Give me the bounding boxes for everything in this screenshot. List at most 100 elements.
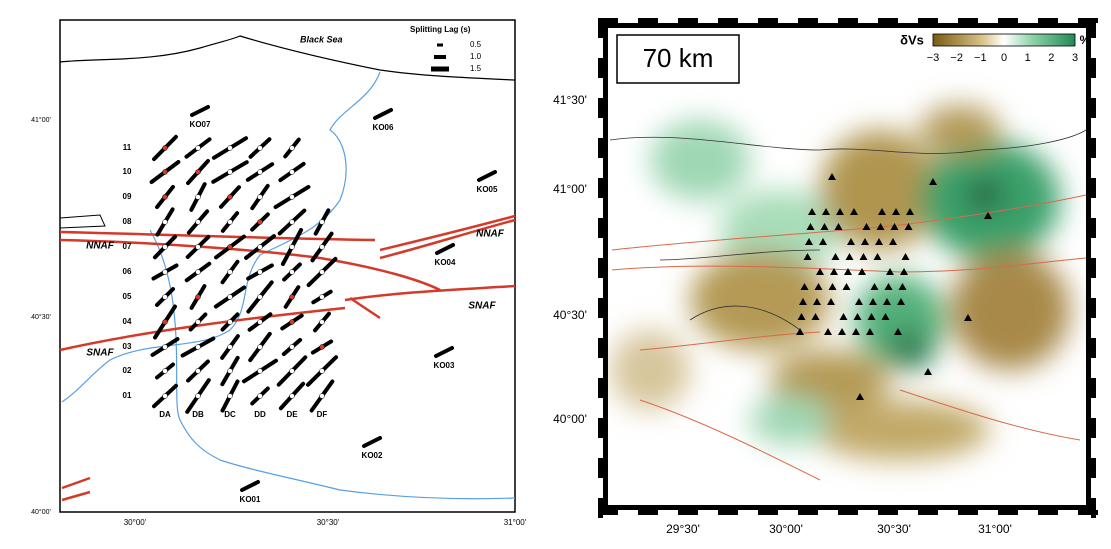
station-label: KO07 bbox=[190, 120, 211, 129]
frame-tick bbox=[598, 398, 603, 418]
split-dot bbox=[319, 269, 325, 275]
frame-tick bbox=[1091, 358, 1096, 378]
split-dot bbox=[289, 344, 295, 350]
frame-tick bbox=[858, 18, 878, 23]
split-dot bbox=[162, 145, 168, 151]
fault-label: SNAF bbox=[468, 301, 496, 312]
split-dot bbox=[227, 145, 233, 151]
row-label: 09 bbox=[123, 192, 132, 201]
fault-label: SNAF bbox=[86, 348, 114, 359]
frame-tick bbox=[838, 510, 858, 515]
column-label: DC bbox=[224, 410, 236, 419]
frame-tick bbox=[1091, 498, 1096, 518]
split-dot bbox=[257, 145, 263, 151]
frame-tick bbox=[1091, 318, 1096, 338]
frame-tick bbox=[1018, 18, 1038, 23]
split-dot bbox=[162, 393, 168, 399]
colorbar-tick: −3 bbox=[927, 52, 940, 64]
station bbox=[878, 208, 886, 215]
split-dot bbox=[289, 368, 295, 374]
frame-tick bbox=[1091, 338, 1096, 358]
split-bar bbox=[240, 480, 260, 492]
station bbox=[805, 238, 813, 245]
frame-tick bbox=[598, 438, 603, 458]
split-dot bbox=[227, 194, 233, 200]
station bbox=[797, 313, 806, 320]
station bbox=[824, 328, 832, 335]
split-dot bbox=[195, 269, 201, 275]
split-dot bbox=[289, 145, 295, 151]
station bbox=[831, 253, 840, 260]
lat-label: 40°30' bbox=[553, 308, 587, 322]
station-label: KO02 bbox=[362, 451, 383, 460]
split-dot bbox=[227, 244, 233, 250]
station bbox=[964, 314, 972, 321]
split-dot bbox=[319, 393, 325, 399]
split-dot bbox=[227, 344, 233, 350]
station bbox=[828, 173, 836, 180]
frame-tick bbox=[598, 158, 603, 178]
station-label: KO03 bbox=[434, 361, 455, 370]
split-dot bbox=[257, 344, 263, 350]
lat-label: 41°00' bbox=[553, 182, 587, 196]
frame-tick bbox=[978, 18, 998, 23]
station bbox=[984, 212, 992, 219]
lon-label: 30°00' bbox=[769, 522, 803, 536]
station bbox=[845, 253, 854, 260]
station bbox=[875, 238, 883, 245]
coastline bbox=[609, 129, 1086, 331]
station bbox=[894, 328, 902, 335]
row-label: 01 bbox=[123, 391, 132, 400]
frame-tick bbox=[598, 118, 603, 138]
frame-tick bbox=[598, 138, 603, 158]
station bbox=[900, 268, 908, 275]
sea-label: Black Sea bbox=[300, 34, 343, 44]
station bbox=[799, 298, 807, 305]
frame-tick bbox=[1058, 18, 1078, 23]
row-label: 07 bbox=[123, 242, 132, 251]
row-label: 05 bbox=[123, 292, 132, 301]
split-dot bbox=[289, 194, 295, 200]
frame-tick bbox=[1091, 278, 1096, 298]
frame-tick bbox=[1091, 458, 1096, 478]
station bbox=[847, 238, 855, 245]
lon-label: 31°00' bbox=[504, 518, 527, 527]
split-dot bbox=[289, 393, 295, 399]
split-dot bbox=[289, 294, 295, 300]
split-dot bbox=[162, 294, 168, 300]
frame-tick bbox=[938, 18, 958, 23]
fault-label: NNAF bbox=[86, 241, 115, 252]
colorbar-tick: 1 bbox=[1025, 52, 1031, 64]
frame-tick bbox=[1091, 98, 1096, 118]
station bbox=[836, 208, 844, 215]
frame-tick bbox=[598, 298, 603, 318]
frame-tick bbox=[1091, 158, 1096, 178]
station bbox=[904, 223, 913, 230]
frame-tick bbox=[598, 18, 618, 23]
station bbox=[816, 268, 824, 275]
station bbox=[796, 328, 804, 335]
split-dot bbox=[227, 219, 233, 225]
river bbox=[61, 71, 516, 500]
frame-tick bbox=[598, 378, 603, 398]
station bbox=[850, 208, 858, 215]
depth-label: 70 km bbox=[643, 43, 714, 73]
frame-tick bbox=[698, 510, 718, 515]
frame-tick bbox=[1091, 478, 1096, 498]
split-dot bbox=[257, 219, 263, 225]
right-map bbox=[598, 18, 1098, 518]
split-dot bbox=[289, 319, 295, 325]
split-bar bbox=[362, 436, 382, 448]
frame-tick bbox=[598, 318, 603, 338]
split-dot bbox=[162, 368, 168, 374]
frame-tick bbox=[978, 510, 998, 515]
station bbox=[858, 268, 866, 275]
split-dot bbox=[257, 169, 263, 175]
split-dot bbox=[195, 145, 201, 151]
station bbox=[859, 253, 868, 260]
split-bar bbox=[434, 346, 454, 358]
station bbox=[889, 238, 897, 245]
split-bar bbox=[435, 243, 455, 255]
frame-tick bbox=[1091, 198, 1096, 218]
